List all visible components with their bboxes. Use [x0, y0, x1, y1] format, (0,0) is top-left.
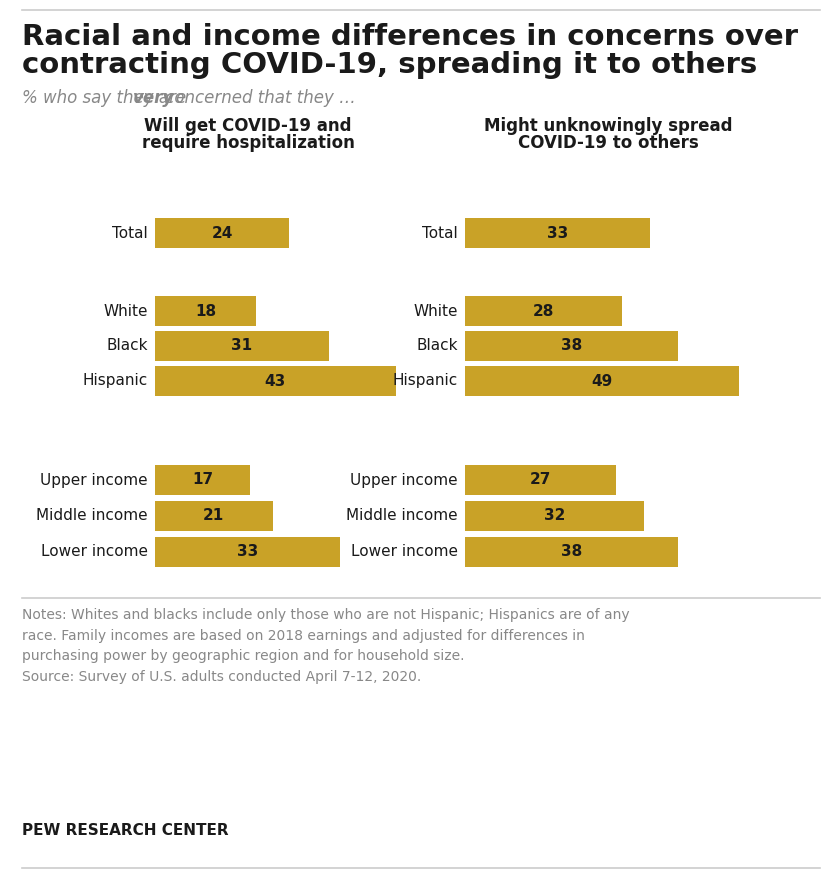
- Text: Upper income: Upper income: [40, 472, 148, 488]
- Text: 17: 17: [192, 472, 213, 488]
- Text: Lower income: Lower income: [41, 544, 148, 559]
- Text: Might unknowingly spread: Might unknowingly spread: [484, 117, 732, 135]
- Bar: [465, 331, 678, 361]
- Text: very: very: [134, 89, 175, 107]
- Text: White: White: [413, 304, 458, 319]
- Text: 27: 27: [530, 472, 551, 488]
- Text: Total: Total: [113, 226, 148, 241]
- Text: 49: 49: [591, 374, 613, 389]
- Text: Black: Black: [417, 338, 458, 353]
- Text: Notes: Whites and blacks include only those who are not Hispanic; Hispanics are : Notes: Whites and blacks include only th…: [22, 608, 630, 684]
- Bar: [465, 465, 617, 495]
- Bar: [155, 537, 340, 567]
- Text: 32: 32: [544, 509, 565, 524]
- Text: 38: 38: [561, 338, 582, 353]
- Text: Middle income: Middle income: [36, 509, 148, 524]
- Text: Racial and income differences in concerns over: Racial and income differences in concern…: [22, 23, 798, 51]
- Text: White: White: [103, 304, 148, 319]
- Text: 38: 38: [561, 544, 582, 559]
- Text: contracting COVID-19, spreading it to others: contracting COVID-19, spreading it to ot…: [22, 51, 757, 79]
- Text: % who say they are: % who say they are: [22, 89, 192, 107]
- Text: PEW RESEARCH CENTER: PEW RESEARCH CENTER: [22, 823, 228, 838]
- Text: require hospitalization: require hospitalization: [142, 134, 354, 152]
- Bar: [465, 537, 678, 567]
- Bar: [465, 218, 650, 248]
- Text: 24: 24: [212, 226, 233, 241]
- Text: 43: 43: [265, 374, 286, 389]
- Bar: [155, 465, 250, 495]
- Text: Will get COVID-19 and: Will get COVID-19 and: [144, 117, 352, 135]
- Text: COVID-19 to others: COVID-19 to others: [517, 134, 698, 152]
- Bar: [155, 296, 256, 326]
- Bar: [465, 296, 622, 326]
- Text: 31: 31: [231, 338, 252, 353]
- Text: Hispanic: Hispanic: [393, 374, 458, 389]
- Bar: [155, 501, 273, 531]
- Text: Hispanic: Hispanic: [83, 374, 148, 389]
- Text: Middle income: Middle income: [346, 509, 458, 524]
- Text: 33: 33: [237, 544, 258, 559]
- Text: 33: 33: [547, 226, 568, 241]
- Text: Black: Black: [107, 338, 148, 353]
- Text: 18: 18: [195, 304, 216, 319]
- Text: Total: Total: [423, 226, 458, 241]
- Text: Lower income: Lower income: [351, 544, 458, 559]
- Text: 28: 28: [533, 304, 554, 319]
- Bar: [155, 331, 328, 361]
- Text: 21: 21: [203, 509, 224, 524]
- Bar: [155, 366, 396, 396]
- Bar: [155, 218, 290, 248]
- Text: concerned that they …: concerned that they …: [160, 89, 356, 107]
- Bar: [465, 501, 644, 531]
- Bar: [465, 366, 739, 396]
- Text: Upper income: Upper income: [350, 472, 458, 488]
